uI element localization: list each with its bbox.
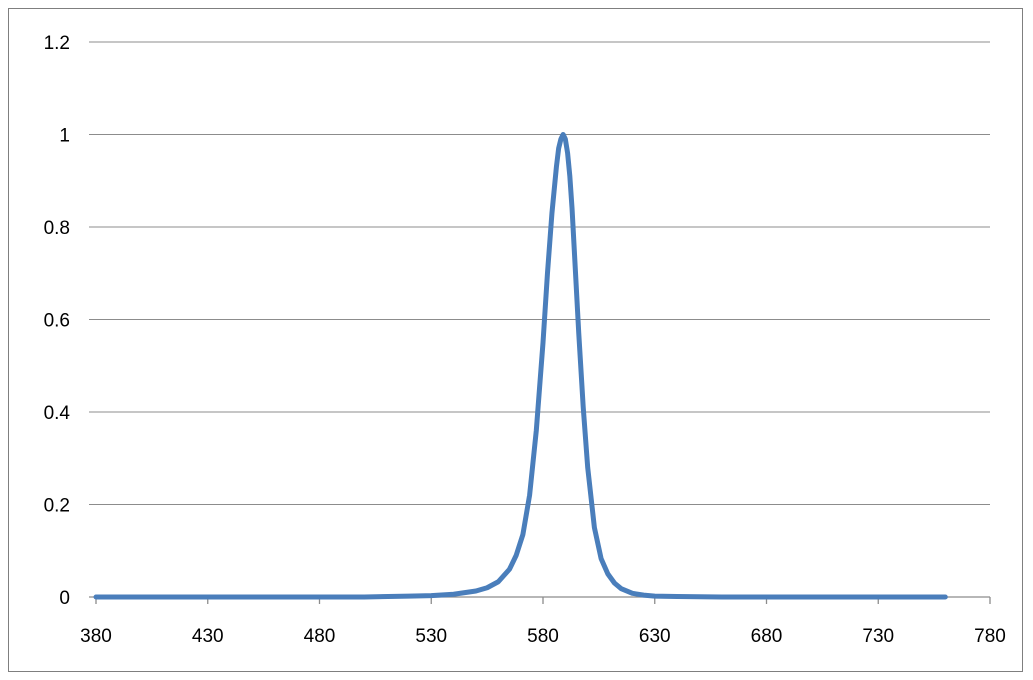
y-tick-label: 1	[59, 126, 70, 147]
x-tick-label: 780	[974, 626, 1006, 647]
series-layer	[93, 132, 948, 600]
tick-labels: 0 0.2 0.4 0.6 0.8 1 1.2 380 430 480 530 580 630 680 73…	[44, 33, 1006, 647]
y-tick-label: 1.2	[44, 33, 70, 54]
y-tick-label: 0.8	[44, 218, 70, 239]
x-tick-label: 530	[415, 626, 447, 647]
x-tick-label: 430	[192, 626, 224, 647]
y-tick-label: 0.4	[44, 403, 71, 424]
series-line	[93, 132, 948, 600]
x-tick-label: 630	[639, 626, 671, 647]
x-tick-label: 680	[751, 626, 783, 647]
x-tick-label: 580	[527, 626, 559, 647]
y-tick-label: 0.6	[44, 311, 70, 332]
y-tick-label: 0	[59, 588, 70, 609]
x-tick-label: 380	[80, 626, 112, 647]
y-tick-label: 0.2	[44, 496, 70, 517]
x-tick-label: 730	[862, 626, 894, 647]
gridlines	[89, 41, 990, 505]
x-tick-label: 480	[304, 626, 336, 647]
